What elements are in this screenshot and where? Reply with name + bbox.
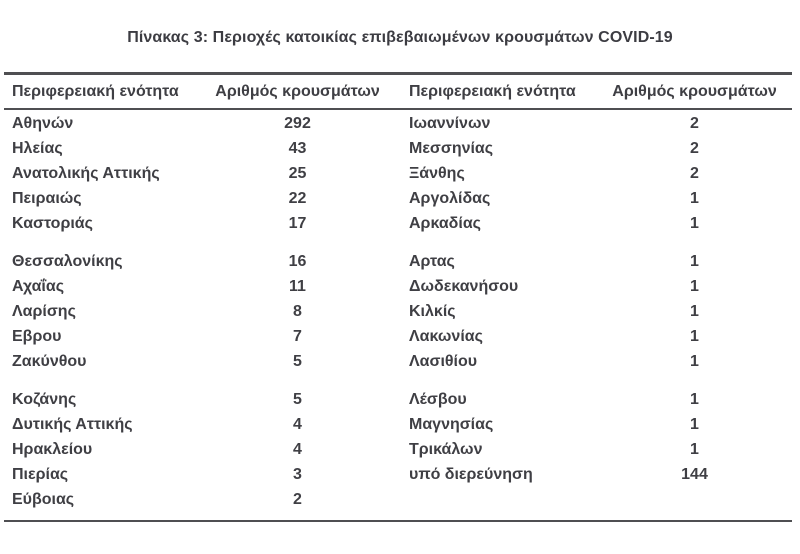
cases-cell-right: 144 xyxy=(681,465,708,483)
region-cell-left: Θεσσαλονίκης xyxy=(12,252,123,270)
table-row: Καστοριάς 17 Αρκαδίας 1 xyxy=(4,211,792,236)
region-cell-left: Εβρου xyxy=(12,327,62,345)
cases-cell-right: 1 xyxy=(690,214,699,232)
table-row: Πιερίας 3 υπό διερεύνηση 144 xyxy=(4,462,792,487)
region-cell-right: Λασιθίου xyxy=(409,352,478,370)
cases-cell-right: 1 xyxy=(690,252,699,270)
region-cell-left: Πειραιώς xyxy=(12,189,82,207)
region-cell-left: Καστοριάς xyxy=(12,214,93,232)
table-row: Εβρου 7 Λακωνίας 1 xyxy=(4,324,792,349)
region-cell-left: Ηλείας xyxy=(12,139,63,157)
cases-cell-right: 1 xyxy=(690,390,699,408)
cases-cell-left: 25 xyxy=(288,164,307,182)
table-row: Θεσσαλονίκης 16 Αρτας 1 xyxy=(4,249,792,274)
table-row: Αθηνών 292 Ιωαννίνων 2 xyxy=(4,111,792,136)
cases-cell-left: 4 xyxy=(293,415,302,433)
region-cell-left: Πιερίας xyxy=(12,465,69,483)
table-row: Δυτικής Αττικής 4 Μαγνησίας 1 xyxy=(4,412,792,437)
table-title: Πίνακας 3: Περιοχές κατοικίας επιβεβαιωμ… xyxy=(127,29,673,46)
cases-cell-left: 8 xyxy=(293,302,302,320)
region-cell-left: Εύβοιας xyxy=(12,490,75,508)
region-cell-right: Μεσσηνίας xyxy=(409,139,494,157)
region-cell-right: Δωδεκανήσου xyxy=(409,277,519,295)
cases-cell-left: 43 xyxy=(288,139,307,157)
region-cell-right: Ιωαννίνων xyxy=(409,114,491,132)
region-cell-right: Αρκαδίας xyxy=(409,214,481,232)
region-cell-right: Κιλκίς xyxy=(409,302,456,320)
cases-cell-left: 17 xyxy=(288,214,307,232)
table-row: Πειραιώς 22 Αργολίδας 1 xyxy=(4,186,792,211)
header-cases-right: Αριθμός κρουσμάτων xyxy=(612,82,777,100)
covid-cases-table: Περιφερειακή ενότητα Αριθμός κρουσμάτων … xyxy=(4,72,792,522)
region-cell-left: Αχαΐας xyxy=(12,277,65,295)
region-cell-right: Μαγνησίας xyxy=(409,415,494,433)
cases-cell-right: 1 xyxy=(690,302,699,320)
table-row: Αχαΐας 11 Δωδεκανήσου 1 xyxy=(4,274,792,299)
region-cell-left: Αθηνών xyxy=(12,114,74,132)
cases-cell-left: 3 xyxy=(293,465,302,483)
cases-cell-right: 1 xyxy=(690,415,699,433)
row-group: Αθηνών 292 Ιωαννίνων 2 Ηλείας 43 Μεσσηνίας 2 Ανα… xyxy=(4,111,792,236)
region-cell-left: Κοζάνης xyxy=(12,390,77,408)
table-row: Λαρίσης 8 Κιλκίς 1 xyxy=(4,299,792,324)
table-body: Αθηνών 292 Ιωαννίνων 2 Ηλείας 43 Μεσσηνίας 2 Ανα… xyxy=(4,110,792,520)
cases-cell-left: 4 xyxy=(293,440,302,458)
row-group: Κοζάνης 5 Λέσβου 1 Δυτικής Αττικής 4 Μαγνησίας… xyxy=(4,387,792,512)
table-row: Ηλείας 43 Μεσσηνίας 2 xyxy=(4,136,792,161)
table-row: Κοζάνης 5 Λέσβου 1 xyxy=(4,387,792,412)
region-cell-left: Ηρακλείου xyxy=(12,440,93,458)
region-cell-right: Τρικάλων xyxy=(409,440,483,458)
cases-cell-right: 2 xyxy=(690,164,699,182)
cases-cell-right: 2 xyxy=(690,114,699,132)
cases-cell-left: 2 xyxy=(293,490,302,508)
cases-cell-right: 1 xyxy=(690,327,699,345)
header-region-left: Περιφερειακή ενότητα xyxy=(12,82,179,100)
cases-cell-right: 1 xyxy=(690,277,699,295)
region-cell-left: Λαρίσης xyxy=(12,302,76,320)
cases-cell-right: 1 xyxy=(690,189,699,207)
region-cell-right: Αρτας xyxy=(409,252,455,270)
cases-cell-left: 292 xyxy=(284,114,311,132)
cases-cell-left: 5 xyxy=(293,390,302,408)
table-header-row: Περιφερειακή ενότητα Αριθμός κρουσμάτων … xyxy=(4,75,792,110)
header-cases-left: Αριθμός κρουσμάτων xyxy=(215,82,380,100)
region-cell-left: Δυτικής Αττικής xyxy=(12,415,133,433)
cases-cell-left: 11 xyxy=(289,277,306,295)
region-cell-right: Λακωνίας xyxy=(409,327,483,345)
cases-cell-left: 5 xyxy=(293,352,302,370)
cases-cell-left: 22 xyxy=(288,189,307,207)
header-region-right: Περιφερειακή ενότητα xyxy=(409,82,576,100)
table-row: Ανατολικής Αττικής 25 Ξάνθης 2 xyxy=(4,161,792,186)
row-group: Θεσσαλονίκης 16 Αρτας 1 Αχαΐας 11 Δωδεκανήσου 1… xyxy=(4,249,792,374)
table-row: Εύβοιας 2 xyxy=(4,487,792,512)
table-row: Ζακύνθου 5 Λασιθίου 1 xyxy=(4,349,792,374)
region-cell-right: υπό διερεύνηση xyxy=(409,465,533,483)
cases-cell-left: 16 xyxy=(288,252,307,270)
region-cell-left: Ανατολικής Αττικής xyxy=(12,164,160,182)
cases-cell-right: 1 xyxy=(690,352,699,370)
cases-cell-right: 2 xyxy=(690,139,699,157)
region-cell-right: Αργολίδας xyxy=(409,189,491,207)
region-cell-right: Λέσβου xyxy=(409,390,467,408)
region-cell-left: Ζακύνθου xyxy=(12,352,87,370)
table-row: Ηρακλείου 4 Τρικάλων 1 xyxy=(4,437,792,462)
cases-cell-left: 7 xyxy=(293,327,302,345)
region-cell-right: Ξάνθης xyxy=(409,164,465,182)
cases-cell-right: 1 xyxy=(690,440,699,458)
